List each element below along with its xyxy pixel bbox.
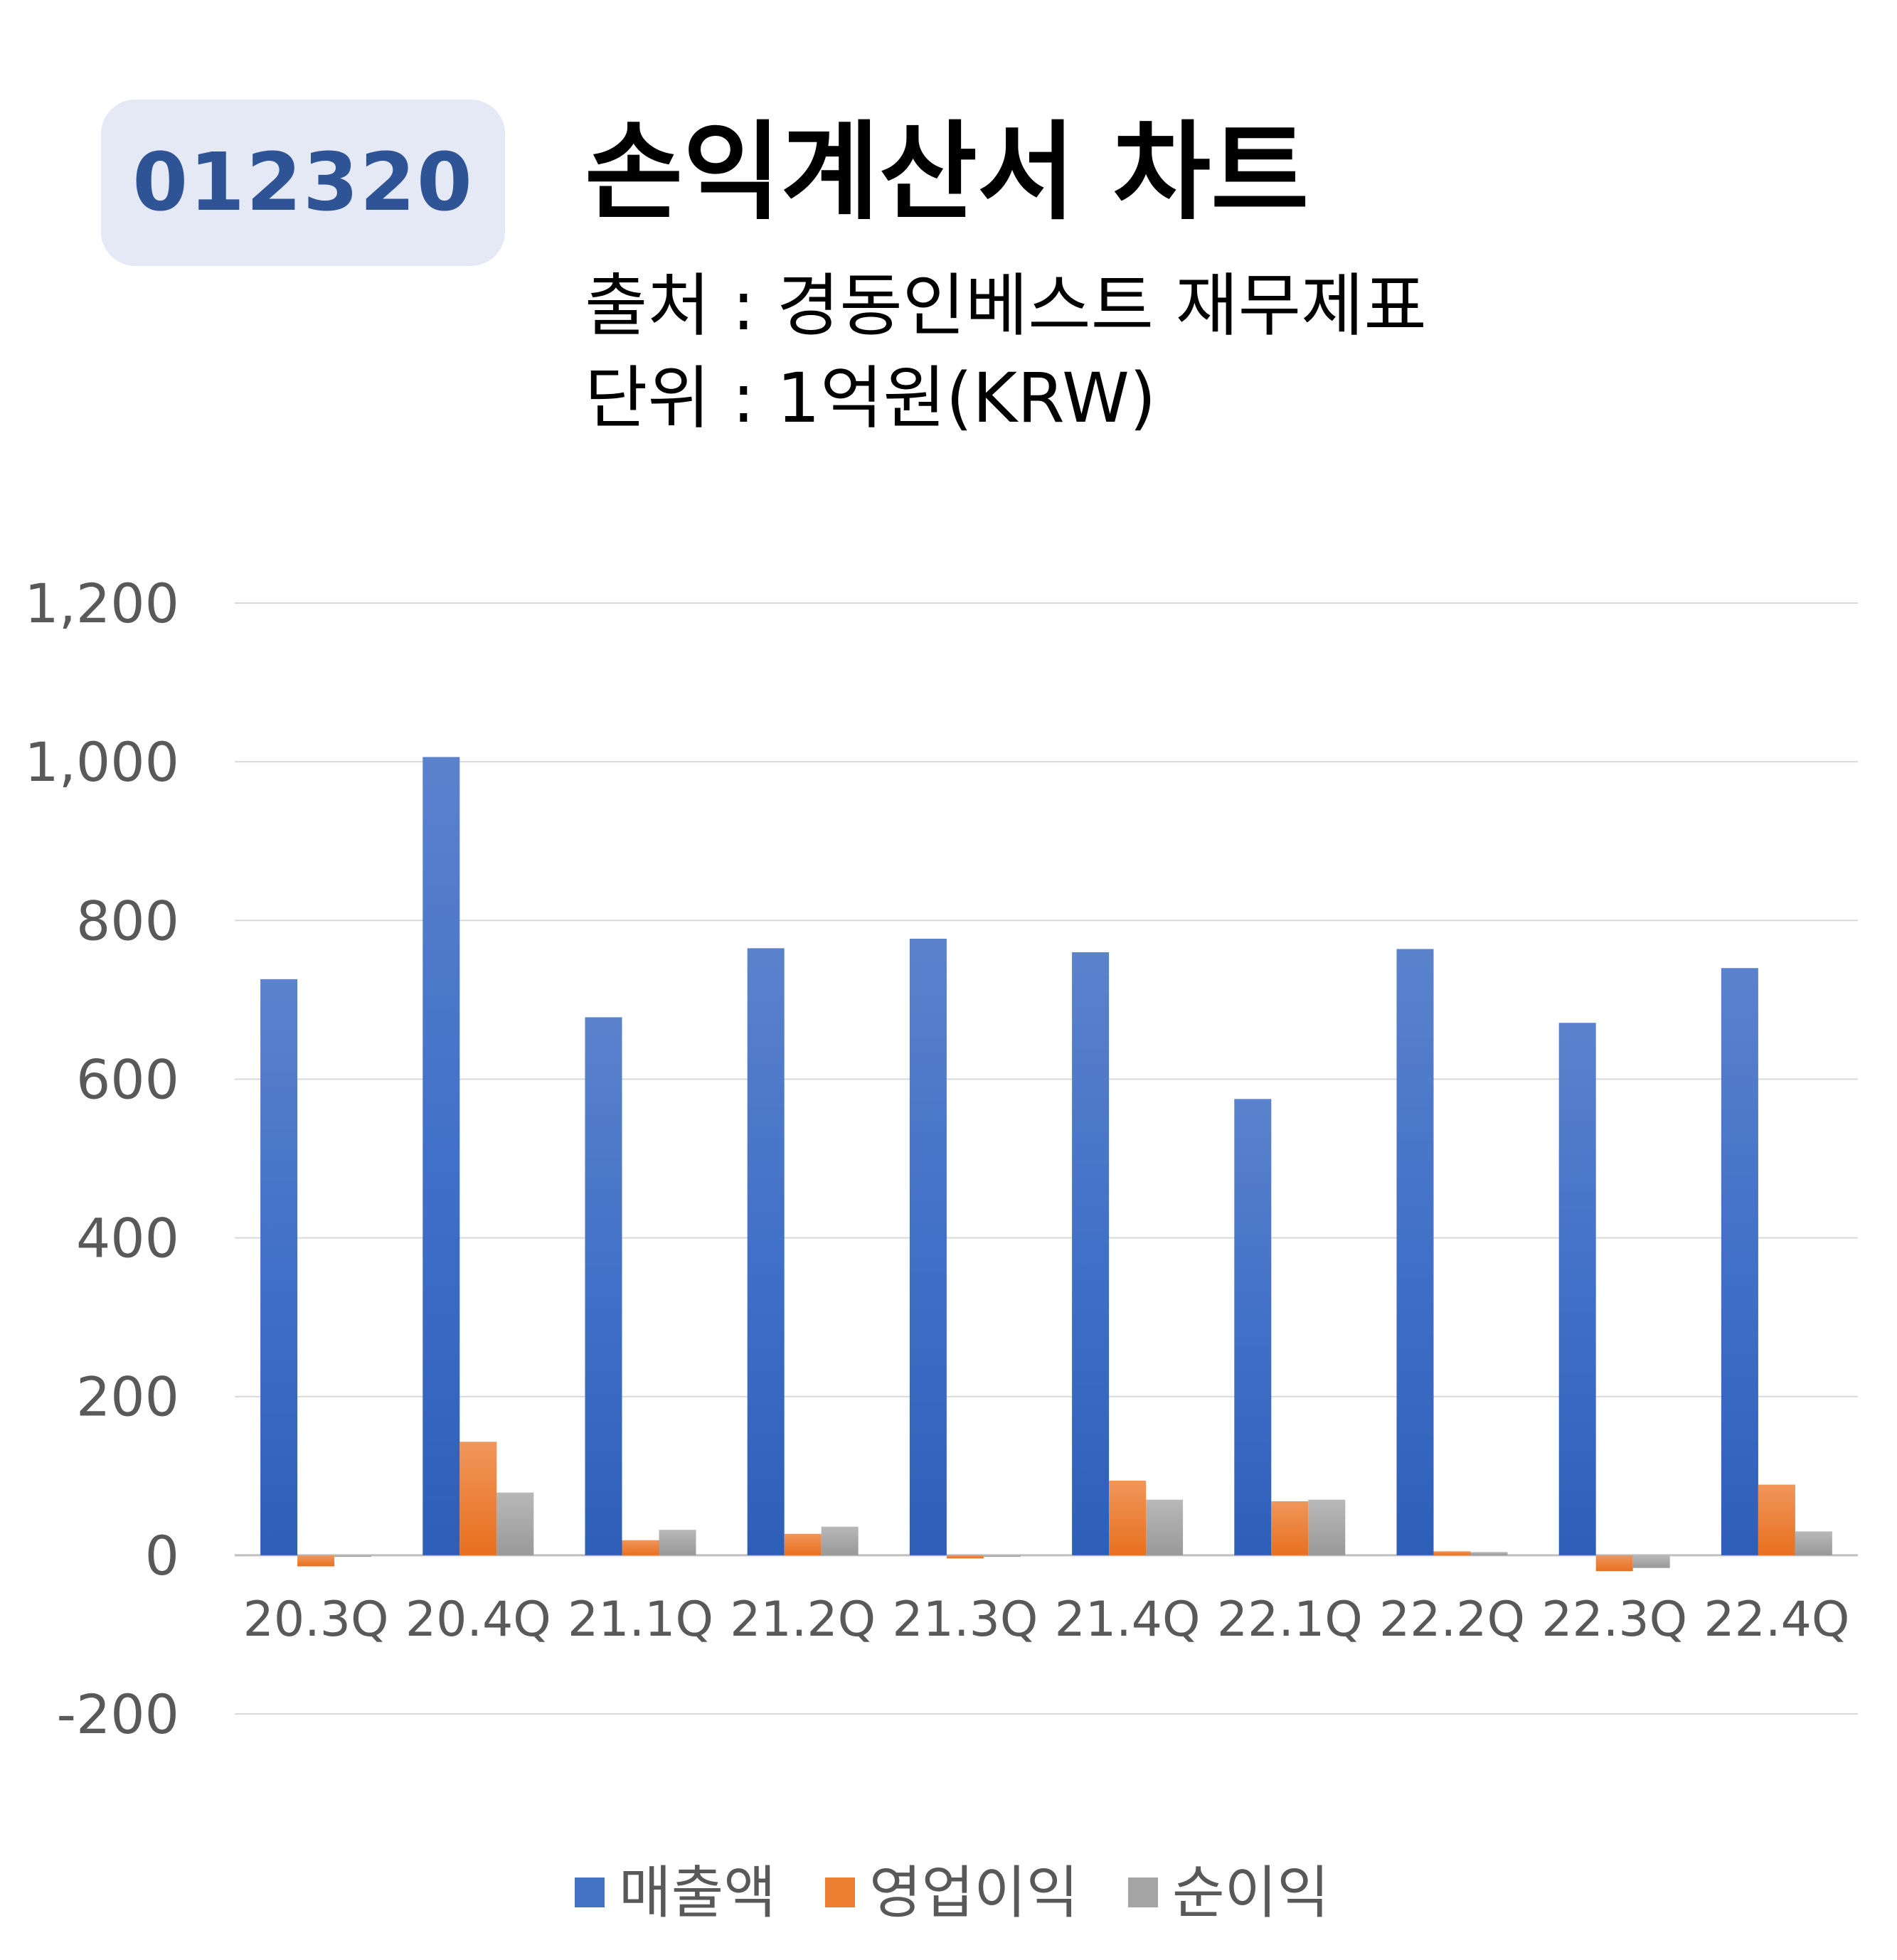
y-tick-label: 800 bbox=[76, 889, 179, 952]
x-tick-label: 22.4Q bbox=[1704, 1592, 1849, 1648]
bar-net-profit bbox=[821, 1526, 859, 1555]
bar-operating-profit bbox=[784, 1533, 822, 1555]
y-tick-label: 200 bbox=[76, 1365, 179, 1429]
bar-net-profit bbox=[1308, 1499, 1346, 1555]
bar-net-profit bbox=[1146, 1499, 1184, 1555]
bar-revenue bbox=[747, 948, 785, 1555]
bar-net-profit bbox=[1795, 1531, 1832, 1555]
bar-revenue bbox=[585, 1017, 622, 1555]
y-tick-label: 600 bbox=[76, 1048, 179, 1111]
y-tick-label: -200 bbox=[57, 1683, 179, 1746]
bar-operating-profit bbox=[459, 1442, 497, 1555]
bar-operating-profit bbox=[946, 1555, 984, 1559]
bar-revenue bbox=[1072, 952, 1110, 1555]
bar-net-profit bbox=[334, 1555, 372, 1557]
legend-label: 순이익 bbox=[1172, 1860, 1329, 1926]
legend-swatch bbox=[825, 1878, 855, 1907]
y-tick-label: 1,000 bbox=[24, 730, 179, 794]
bar-revenue bbox=[1396, 949, 1434, 1555]
x-tick-label: 21.1Q bbox=[568, 1592, 713, 1648]
unit-text: 단위 : 1억원(KRW) bbox=[585, 358, 1157, 438]
source-text: 출처 : 경동인베스트 재무제표 bbox=[585, 266, 1427, 346]
bar-net-profit bbox=[1470, 1552, 1508, 1555]
stock-code: 012320 bbox=[132, 137, 474, 229]
x-tick-label: 21.4Q bbox=[1055, 1592, 1201, 1648]
bar-operating-profit bbox=[622, 1540, 659, 1555]
bar-operating-profit bbox=[1109, 1480, 1147, 1555]
bar-operating-profit bbox=[1433, 1551, 1471, 1555]
bar-revenue bbox=[423, 757, 460, 1555]
bar-operating-profit bbox=[297, 1555, 335, 1567]
bar-net-profit bbox=[1632, 1555, 1670, 1568]
bar-operating-profit bbox=[1758, 1484, 1795, 1555]
y-tick-label: 0 bbox=[145, 1524, 179, 1587]
bar-revenue bbox=[909, 938, 947, 1555]
y-tick-label: 400 bbox=[76, 1207, 179, 1270]
bar-revenue bbox=[1721, 968, 1758, 1555]
bar-revenue bbox=[260, 979, 298, 1555]
legend-label: 영업이익 bbox=[869, 1860, 1078, 1926]
bar-operating-profit bbox=[1595, 1555, 1633, 1572]
x-tick-label: 20.3Q bbox=[243, 1592, 389, 1648]
x-tick-label: 21.3Q bbox=[892, 1592, 1038, 1648]
x-tick-label: 21.2Q bbox=[730, 1592, 876, 1648]
legend-swatch bbox=[575, 1878, 605, 1907]
bar-net-profit bbox=[983, 1555, 1021, 1557]
x-tick-label: 22.2Q bbox=[1379, 1592, 1525, 1648]
chart-title: 손익계산서 차트 bbox=[585, 111, 1309, 235]
bar-revenue bbox=[1558, 1023, 1596, 1555]
stock-code-badge: 012320 bbox=[101, 100, 505, 266]
bar-net-profit bbox=[496, 1492, 534, 1555]
legend-label: 매출액 bbox=[619, 1860, 776, 1926]
bar-net-profit bbox=[659, 1530, 696, 1555]
legend-swatch bbox=[1128, 1878, 1158, 1907]
x-tick-label: 22.1Q bbox=[1217, 1592, 1363, 1648]
bar-operating-profit bbox=[1271, 1501, 1309, 1555]
x-tick-label: 22.3Q bbox=[1541, 1592, 1687, 1648]
y-tick-label: 1,200 bbox=[24, 572, 179, 635]
bar-revenue bbox=[1234, 1099, 1272, 1555]
x-tick-label: 20.4Q bbox=[405, 1592, 551, 1648]
